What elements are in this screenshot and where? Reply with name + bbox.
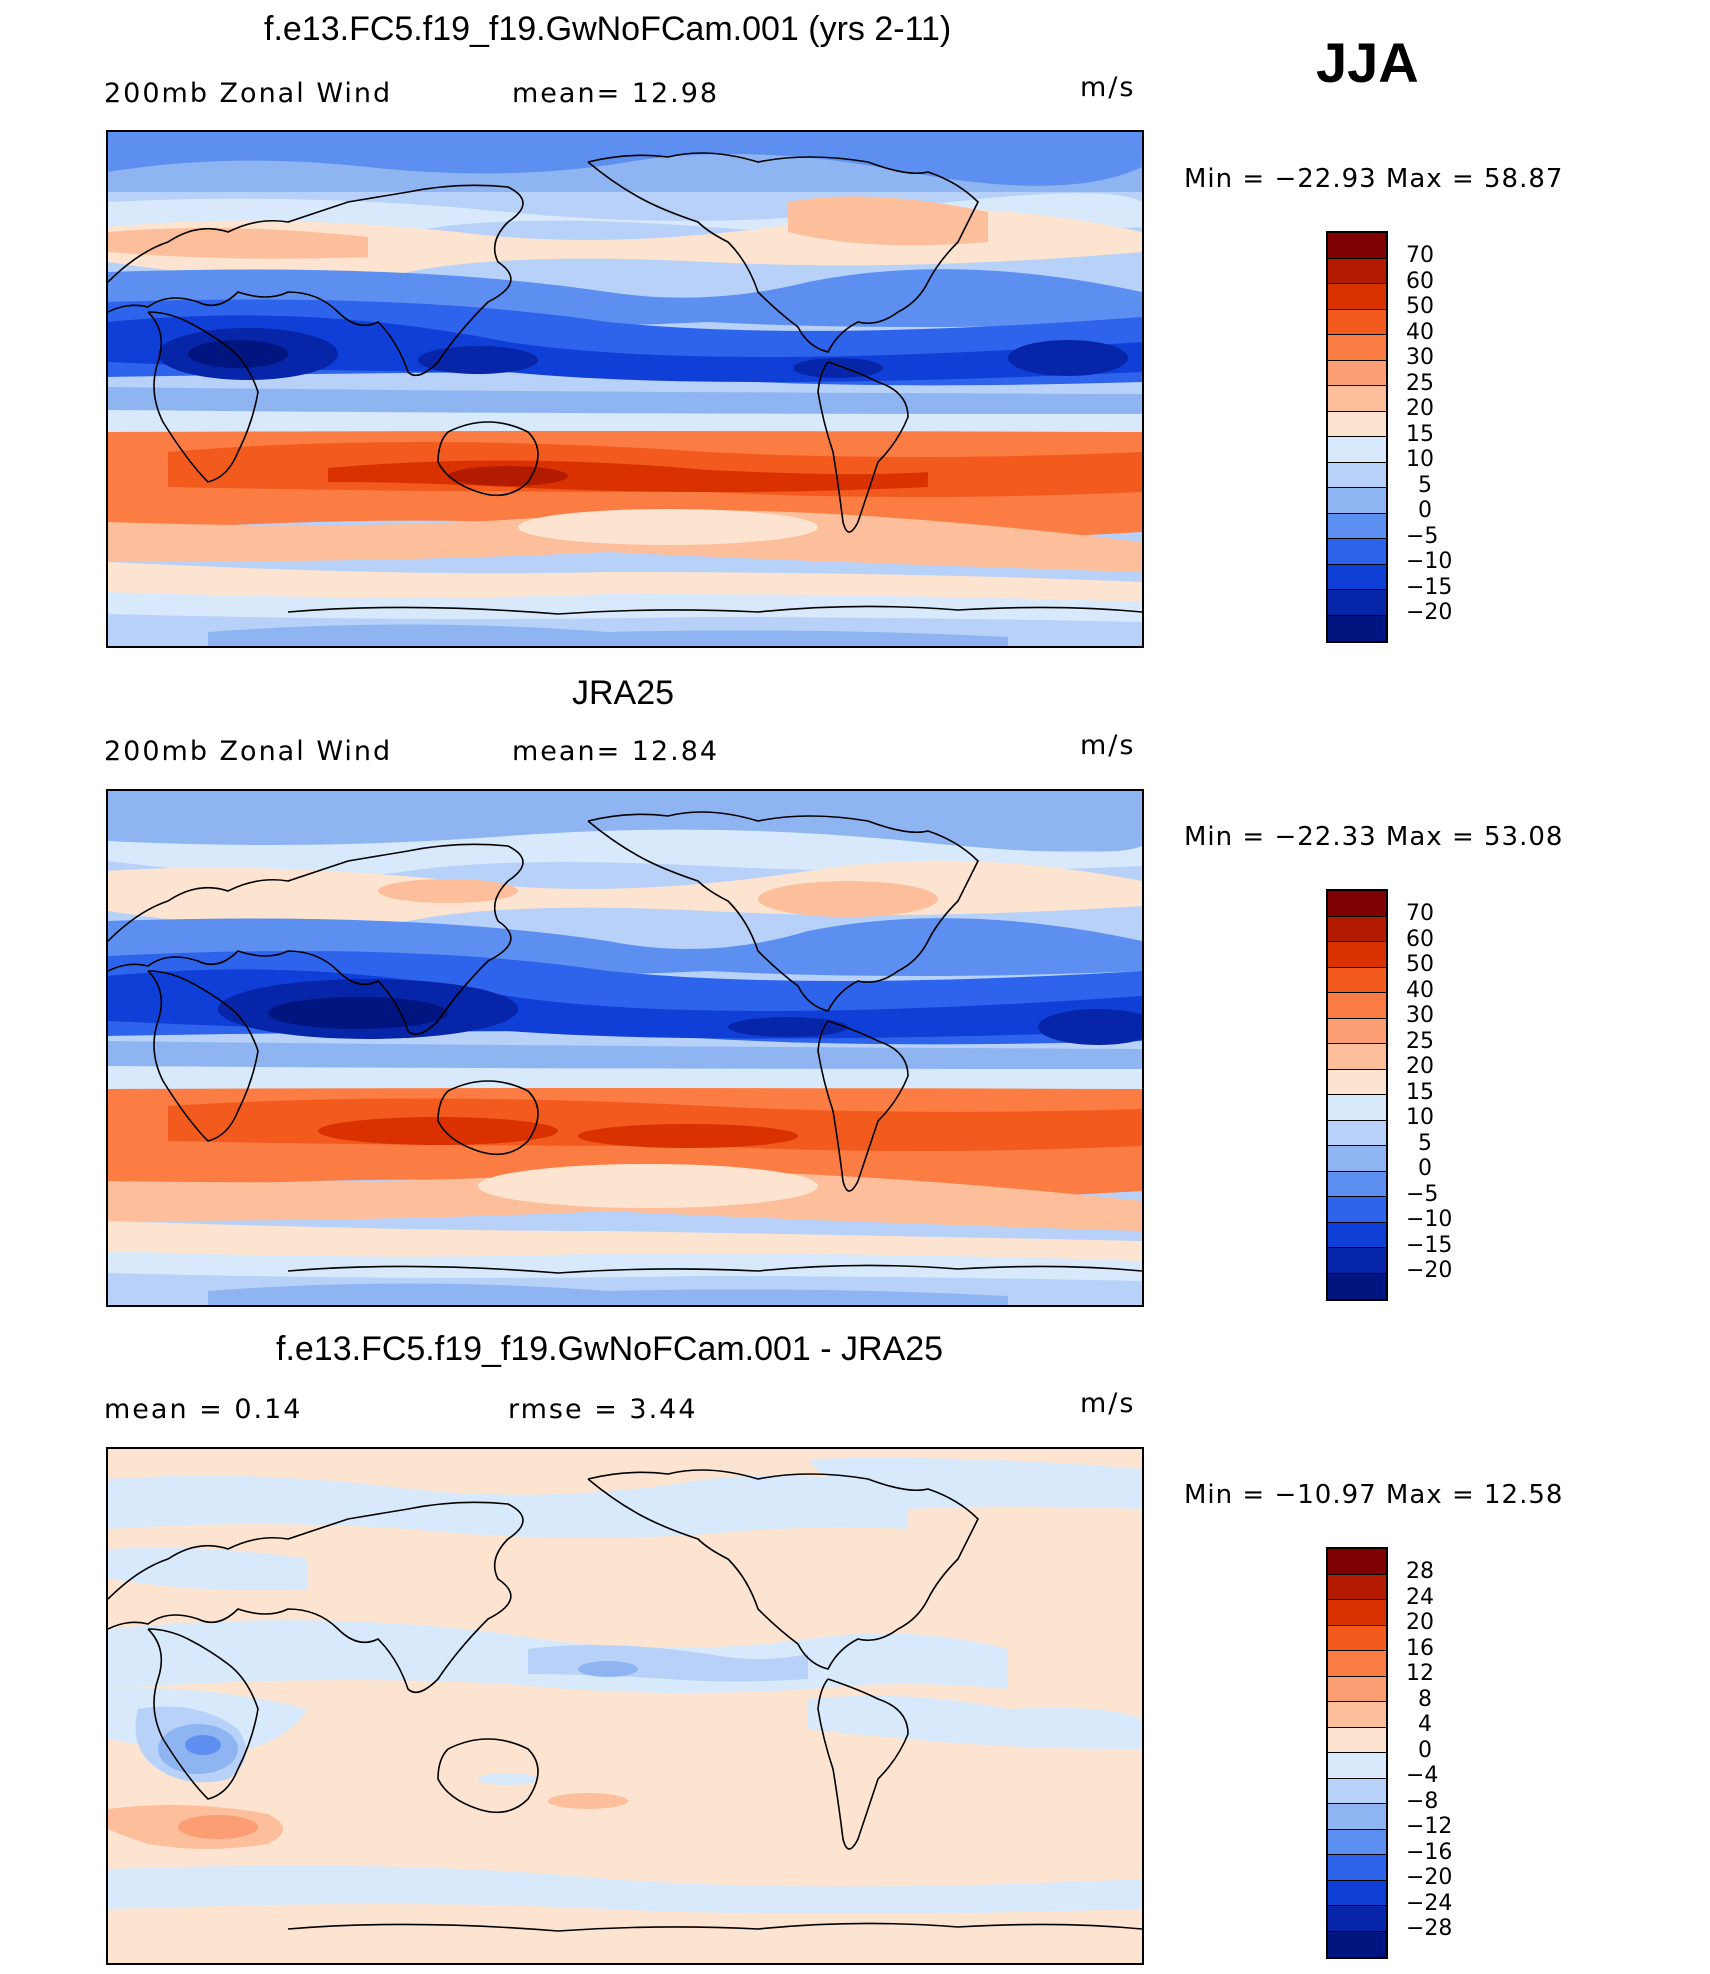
panel-2-map	[106, 789, 1144, 1307]
colorbar-tick: 20	[1406, 1054, 1434, 1079]
colorbar-tick: 70	[1406, 243, 1434, 268]
colorbar-tick: −15	[1406, 574, 1453, 600]
colorbar-tick: −4	[1406, 1763, 1439, 1788]
panel-1-contour-field	[108, 132, 1142, 646]
panel-3-contour-field	[108, 1449, 1142, 1963]
panel-1-mean-label: mean= 12.98	[512, 78, 720, 109]
colorbar-tick: 50	[1406, 294, 1434, 319]
panel-3-colorbar	[1326, 1547, 1388, 1959]
panel-2-minmax: Min = −22.33 Max = 53.08	[1184, 822, 1564, 852]
colorbar-tick: 40	[1406, 977, 1434, 1003]
colorbar-tick: −20	[1406, 600, 1453, 625]
panel-1-colorbar	[1326, 231, 1388, 643]
colorbar-tick: 40	[1406, 319, 1434, 345]
panel-3-units: m/s	[1080, 1388, 1136, 1419]
colorbar-tick: −20	[1406, 1865, 1453, 1890]
panel-1-map	[106, 130, 1144, 648]
colorbar-tick: 15	[1406, 1079, 1434, 1105]
panel-2-mean-label: mean= 12.84	[512, 736, 720, 767]
colorbar-tick: 8	[1418, 1686, 1432, 1712]
colorbar-tick: 20	[1406, 396, 1434, 421]
colorbar-tick: 5	[1418, 1130, 1432, 1156]
colorbar-tick: −15	[1406, 1232, 1453, 1258]
colorbar-tick: 30	[1406, 345, 1434, 370]
panel-2-variable-label: 200mb Zonal Wind	[104, 736, 393, 767]
colorbar-tick: 30	[1406, 1003, 1434, 1028]
colorbar-tick: 25	[1406, 370, 1434, 396]
colorbar-tick: 0	[1418, 1737, 1432, 1763]
colorbar-tick: 10	[1406, 1105, 1434, 1130]
colorbar-tick: 16	[1406, 1635, 1434, 1661]
colorbar-tick: −10	[1406, 549, 1453, 574]
colorbar-tick: 12	[1406, 1661, 1434, 1686]
colorbar-tick: 24	[1406, 1584, 1434, 1610]
colorbar-tick: 25	[1406, 1028, 1434, 1054]
colorbar-tick: 4	[1418, 1712, 1432, 1737]
colorbar-tick: −5	[1406, 1181, 1439, 1207]
colorbar-tick: 0	[1418, 1156, 1432, 1181]
panel-1-variable-label: 200mb Zonal Wind	[104, 78, 393, 109]
colorbar-tick: 70	[1406, 901, 1434, 926]
colorbar-tick: −12	[1406, 1814, 1453, 1839]
colorbar-tick: 10	[1406, 447, 1434, 472]
colorbar-tick: 15	[1406, 421, 1434, 447]
colorbar-tick: 5	[1418, 472, 1432, 498]
colorbar-tick: −10	[1406, 1207, 1453, 1232]
panel-2-contour-field	[108, 791, 1142, 1305]
panel-3-rmse-label: rmse = 3.44	[508, 1394, 698, 1425]
colorbar-tick: 0	[1418, 498, 1432, 523]
colorbar-tick: −28	[1406, 1916, 1453, 1941]
panel-3-minmax: Min = −10.97 Max = 12.58	[1184, 1480, 1564, 1510]
colorbar-tick: 50	[1406, 952, 1434, 977]
colorbar-tick: −8	[1406, 1788, 1439, 1814]
panel-1-minmax: Min = −22.93 Max = 58.87	[1184, 164, 1564, 194]
panel-3-map	[106, 1447, 1144, 1965]
colorbar-tick: 28	[1406, 1559, 1434, 1584]
colorbar-tick: −5	[1406, 523, 1439, 549]
panel-2-title: JRA25	[572, 674, 675, 712]
panel-1-units: m/s	[1080, 72, 1136, 103]
colorbar-tick: −16	[1406, 1839, 1453, 1865]
colorbar-tick: 60	[1406, 268, 1434, 294]
panel-3-mean-label: mean = 0.14	[104, 1394, 303, 1425]
colorbar-tick: 60	[1406, 926, 1434, 952]
panel-2-colorbar	[1326, 889, 1388, 1301]
panel-3-title: f.e13.FC5.f19_f19.GwNoFCam.001 - JRA25	[276, 1330, 944, 1368]
season-label: JJA	[1316, 31, 1419, 94]
colorbar-tick: −20	[1406, 1258, 1453, 1283]
colorbar-tick: −24	[1406, 1890, 1453, 1916]
panel-2-units: m/s	[1080, 730, 1136, 761]
panel-1-title: f.e13.FC5.f19_f19.GwNoFCam.001 (yrs 2-11…	[264, 10, 952, 48]
colorbar-tick: 20	[1406, 1610, 1434, 1635]
